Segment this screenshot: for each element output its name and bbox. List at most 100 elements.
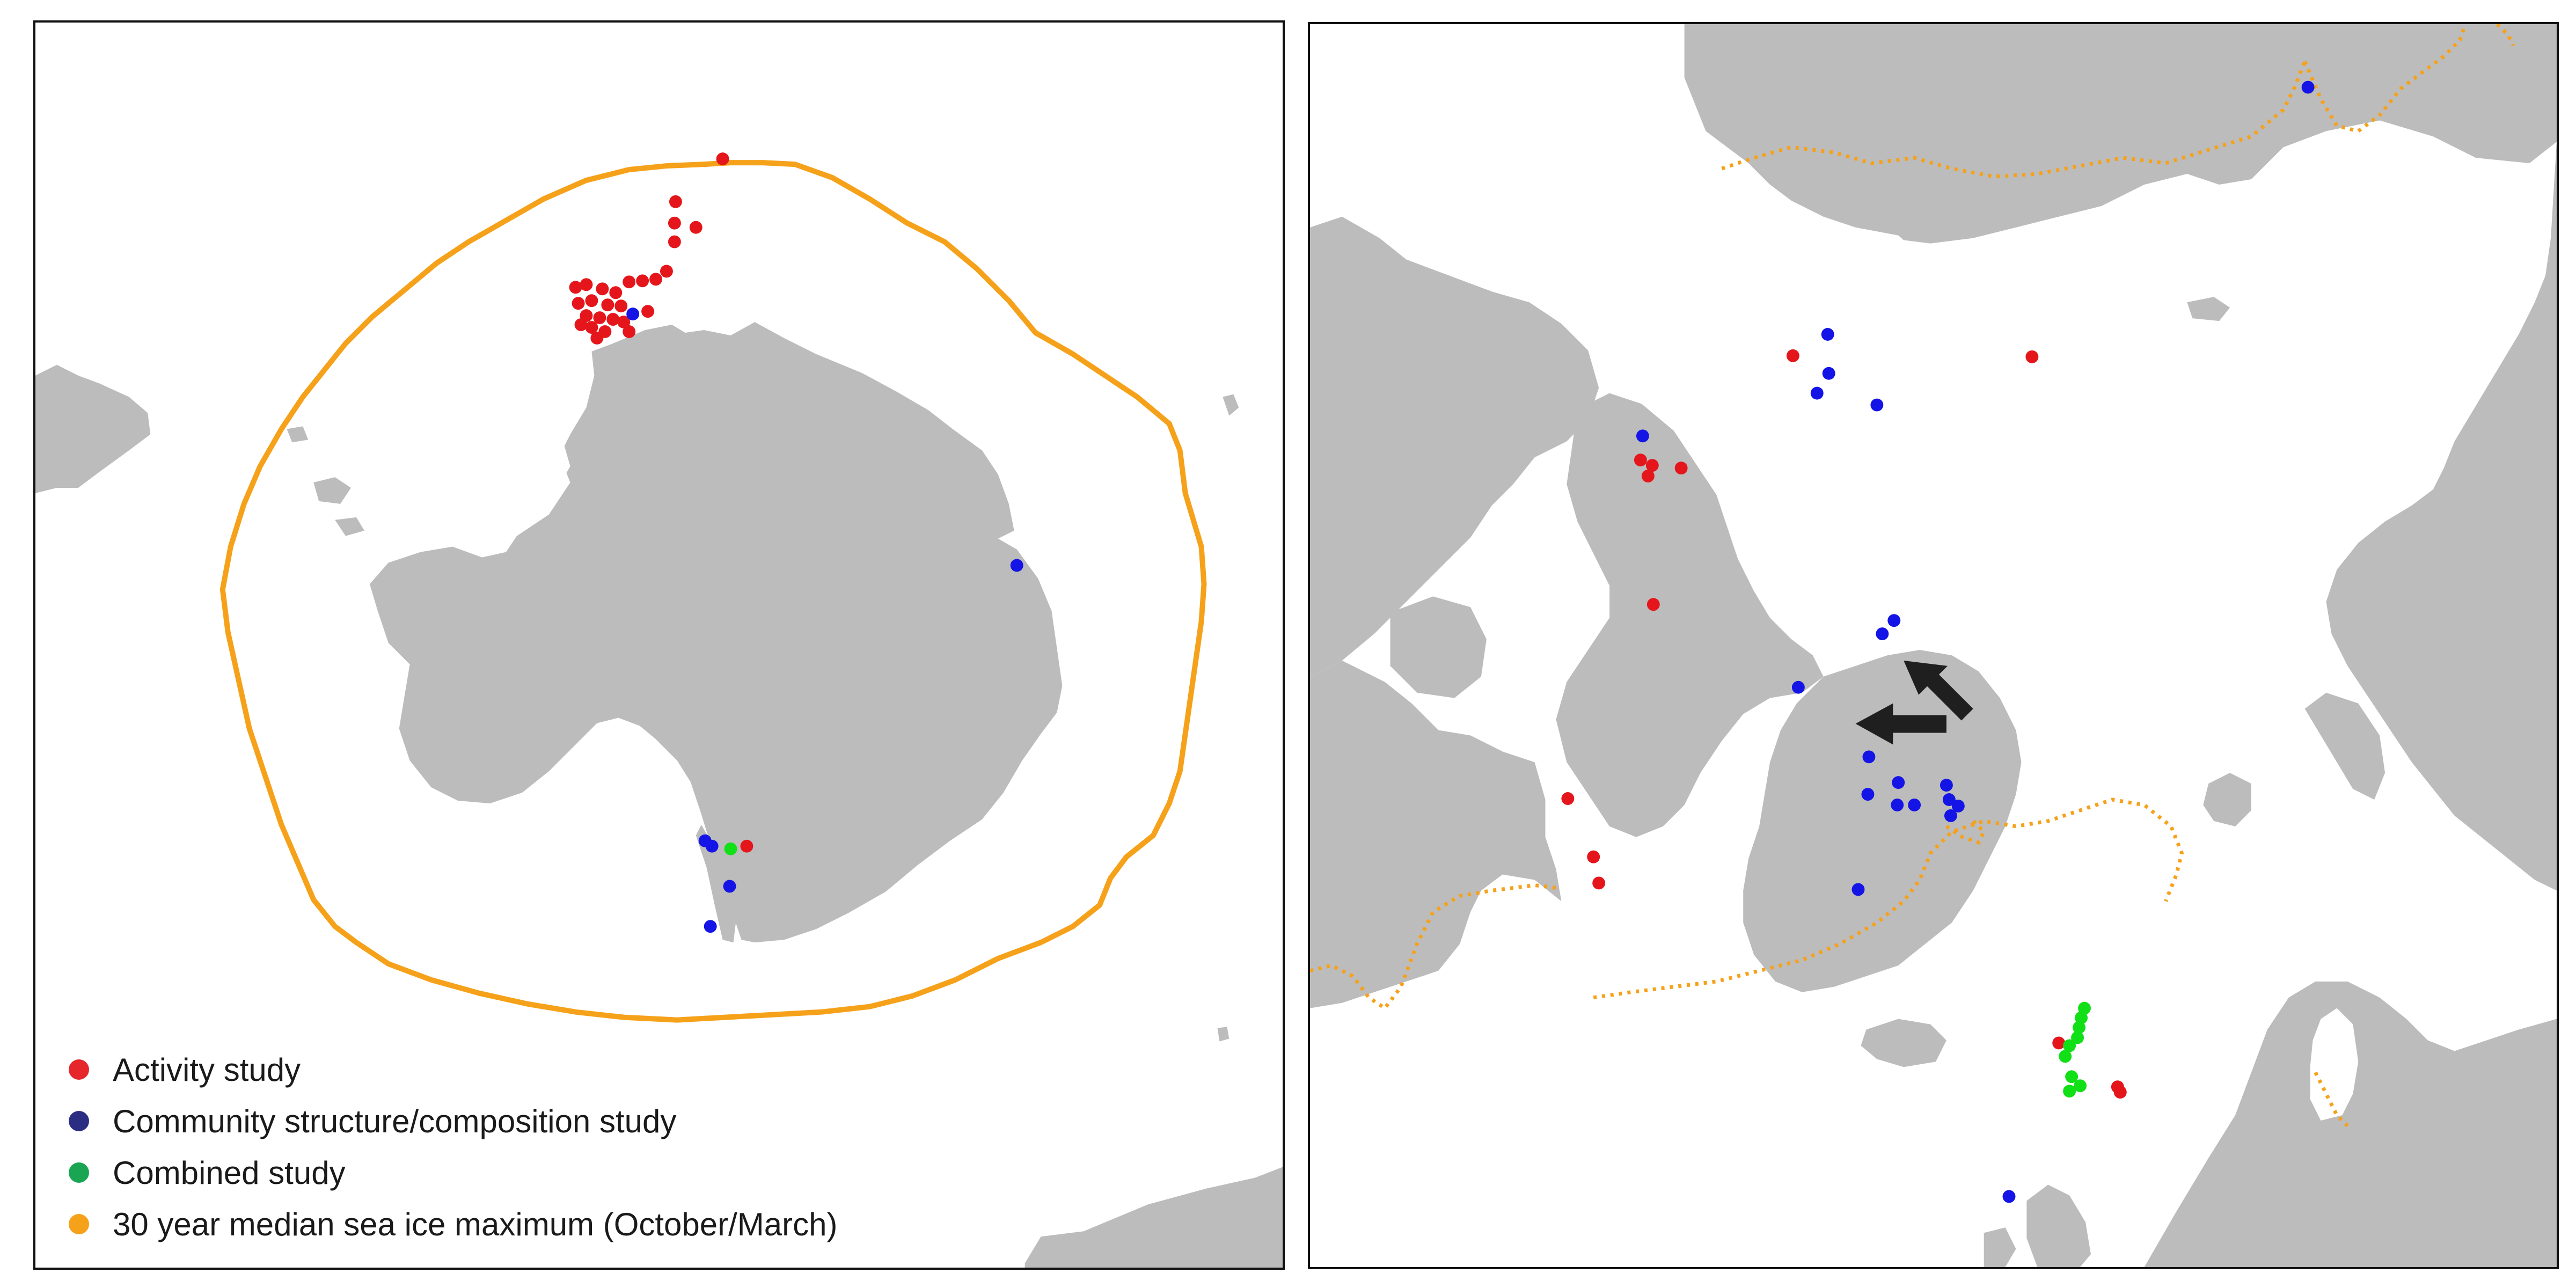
antarctic-sea-ice-edge (219, 160, 1207, 1023)
marker-activity (580, 278, 593, 291)
antarctic-study-markers (569, 152, 1023, 933)
marker-activity (609, 286, 623, 299)
siberia-landmass (1684, 24, 2557, 244)
island-small-ne (1223, 394, 1239, 416)
marker-activity (641, 305, 655, 318)
ice-edge-pacific (1721, 61, 2307, 179)
marker-activity (668, 216, 681, 230)
antarctica-landmass (369, 322, 1063, 943)
marker-activity (623, 325, 636, 338)
marker-community (2301, 80, 2315, 94)
marker-combined (2059, 1050, 2072, 1063)
marker-community (1821, 328, 1834, 341)
marker-activity (740, 839, 753, 853)
siberian-coast-bays (1855, 227, 2022, 276)
marker-activity (1646, 598, 1660, 611)
arctic-activity-markers (1561, 349, 2127, 1099)
arctic-combined-markers (2059, 1001, 2091, 1098)
hudson-area (1390, 596, 1487, 698)
marker-activity (585, 321, 598, 334)
marker-community (704, 920, 717, 933)
antarctic-activity-markers (569, 152, 753, 853)
ice-edge-baltic (2314, 1071, 2349, 1128)
legend: Activity study Community structure/compo… (69, 1044, 837, 1250)
marker-activity (2025, 350, 2039, 363)
canadian-archipelago (1556, 393, 1824, 837)
ice-edge-bering (2303, 24, 2467, 134)
marker-community (1887, 614, 1901, 627)
marker-community (1892, 776, 1905, 789)
marker-activity (596, 282, 609, 296)
legend-item-combined: Combined study (69, 1147, 837, 1198)
marker-community (705, 839, 719, 853)
marker-activity (1641, 470, 1655, 483)
arrow-left-icon (1855, 703, 1946, 745)
marker-activity (2113, 1086, 2127, 1099)
wrangel-island (2187, 297, 2230, 321)
marker-activity (649, 273, 662, 286)
british-isles (2026, 1184, 2091, 1267)
marker-activity (669, 195, 682, 208)
marker-activity (1645, 459, 1659, 472)
arctic-community-markers (1636, 80, 2315, 1203)
marker-activity (689, 221, 702, 234)
antarctic-map-panel: Activity study Community structure/compo… (33, 20, 1285, 1270)
legend-label: 30 year median sea ice maximum (October/… (113, 1206, 838, 1242)
ice-edge-svalbard (1945, 819, 1986, 845)
arctic-study-markers (1561, 80, 2315, 1203)
marker-activity (617, 316, 631, 329)
marker-community (626, 308, 640, 321)
marker-combined (2075, 1011, 2088, 1024)
arctic-sea-ice-edge (1310, 24, 2515, 1128)
legend-dot-icon (69, 1214, 89, 1234)
scandinavia-south (2144, 981, 2557, 1267)
legend-item-community: Community structure/composition study (69, 1095, 837, 1147)
island-cluster-west (287, 426, 364, 536)
marker-activity (2052, 1036, 2066, 1050)
marker-community (1862, 750, 1876, 764)
legend-item-sea-ice: 30 year median sea ice maximum (October/… (69, 1198, 837, 1250)
marker-community (1822, 367, 1835, 380)
marker-activity (590, 332, 604, 345)
marker-activity (1561, 792, 1575, 805)
marker-community (1636, 429, 1649, 443)
legend-label: Community structure/composition study (113, 1103, 677, 1139)
marker-community (1851, 883, 1865, 896)
marker-combined (2065, 1070, 2079, 1084)
legend-dot-icon (69, 1162, 89, 1183)
marker-activity (623, 275, 636, 289)
antarctic-community-markers (626, 308, 1023, 933)
marker-activity (601, 298, 614, 312)
marker-activity (660, 265, 673, 278)
marker-combined (724, 842, 737, 855)
arctic-map-panel (1308, 22, 2559, 1269)
marker-community (1861, 788, 1875, 801)
legend-label: Activity study (113, 1051, 301, 1088)
marker-community (1810, 386, 1824, 400)
antarctic-peninsula (696, 824, 736, 943)
antarctic-combined-markers (724, 842, 737, 855)
marker-activity (1634, 453, 1647, 467)
marker-community (2002, 1190, 2016, 1203)
baltic-sea (2310, 1008, 2359, 1121)
marker-combined (2063, 1039, 2076, 1052)
marker-activity (569, 281, 582, 294)
marker-activity (1786, 349, 1799, 362)
greenland (1743, 649, 2022, 992)
marker-community (1942, 793, 1956, 806)
iceland (1861, 1019, 1946, 1067)
antarctic-map (35, 160, 1283, 1268)
legend-label: Combined study (113, 1154, 346, 1191)
marker-activity (606, 313, 620, 326)
marker-activity (574, 318, 588, 332)
oceania-corner (1024, 1167, 1283, 1268)
arrow-up-left-icon (1904, 660, 1973, 721)
marker-community (1940, 779, 1953, 792)
marker-combined (2071, 1031, 2084, 1044)
marker-activity (585, 294, 598, 308)
south-america-tip (35, 364, 151, 493)
arctic-map (1310, 24, 2557, 1267)
marker-community (1876, 627, 1889, 641)
marker-community (1870, 398, 1884, 412)
arctic-arrows (1855, 660, 1973, 745)
